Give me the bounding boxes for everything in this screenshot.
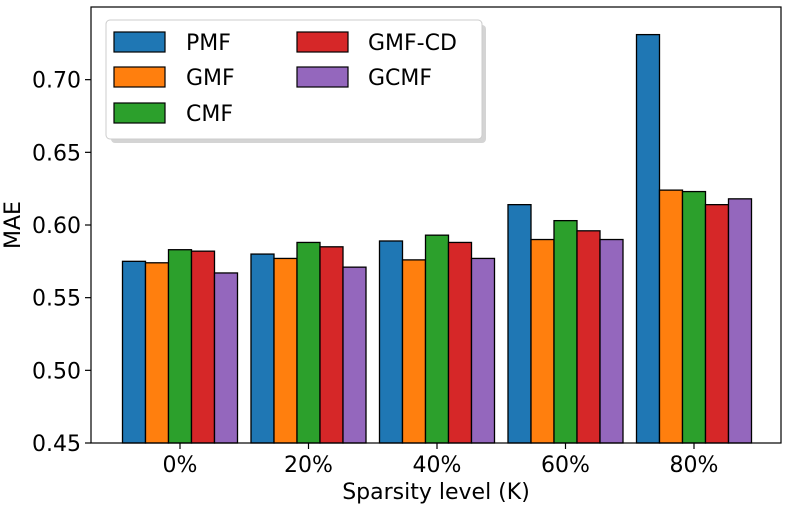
bar-gmf-1 bbox=[273, 257, 298, 444]
y-tick-label: 0.45 bbox=[32, 432, 81, 457]
x-tick-label: 60% bbox=[541, 453, 590, 478]
bar-gmf-3 bbox=[530, 238, 555, 444]
bar-cmf-1 bbox=[296, 241, 321, 444]
bar-gcmf-4 bbox=[727, 198, 753, 444]
bar-pmf-2 bbox=[378, 240, 404, 444]
legend-label-cmf: CMF bbox=[186, 102, 233, 127]
bar-gcmf-1 bbox=[342, 266, 367, 444]
legend-label-gmf: GMF bbox=[186, 66, 235, 91]
bar-cmf-0 bbox=[167, 249, 193, 444]
bar-gmf-cd-2 bbox=[447, 241, 473, 444]
bar-gmf-2 bbox=[401, 259, 427, 444]
y-tick-label: 0.55 bbox=[32, 287, 81, 312]
x-tick-label: 20% bbox=[284, 453, 333, 478]
x-tick-label: 0% bbox=[163, 453, 198, 478]
y-axis-title: MAE bbox=[1, 201, 26, 249]
y-tick-label: 0.60 bbox=[32, 214, 81, 239]
bar-pmf-3 bbox=[507, 203, 532, 444]
legend-swatch-cmf bbox=[113, 102, 166, 124]
legend: PMF GMF CMF GMF-CD GCMF bbox=[105, 19, 486, 143]
bar-gmf-4 bbox=[658, 189, 684, 444]
legend-swatch-gmf bbox=[113, 66, 166, 88]
bar-gmf-0 bbox=[144, 262, 170, 444]
bars-layer bbox=[121, 33, 753, 444]
bar-pmf-4 bbox=[635, 33, 661, 444]
y-tick-label: 0.65 bbox=[32, 141, 81, 166]
legend-swatch-gmf-cd bbox=[296, 31, 349, 53]
legend-label-pmf: PMF bbox=[186, 31, 231, 56]
bar-gmf-cd-1 bbox=[319, 246, 344, 444]
y-axis: 0.45 0.50 0.55 0.60 0.65 0.70 bbox=[32, 69, 91, 457]
bar-gmf-cd-0 bbox=[190, 250, 216, 444]
bar-cmf-2 bbox=[424, 234, 450, 444]
x-tick-label: 80% bbox=[670, 453, 719, 478]
bar-gcmf-3 bbox=[599, 238, 624, 444]
legend-label-gmf-cd: GMF-CD bbox=[368, 31, 457, 56]
bar-pmf-0 bbox=[121, 260, 147, 444]
legend-box bbox=[105, 19, 483, 140]
legend-label-gcmf: GCMF bbox=[368, 66, 432, 91]
y-tick-label: 0.50 bbox=[32, 359, 81, 384]
x-axis-title: Sparsity level (K) bbox=[342, 480, 530, 505]
x-tick-label: 40% bbox=[413, 453, 462, 478]
bar-pmf-1 bbox=[250, 253, 275, 444]
bar-gmf-cd-3 bbox=[576, 230, 601, 444]
bar-gcmf-0 bbox=[213, 272, 239, 444]
y-tick-label: 0.70 bbox=[32, 69, 81, 94]
bar-cmf-3 bbox=[553, 219, 578, 444]
bar-gmf-cd-4 bbox=[704, 203, 730, 444]
x-axis: 0% 20% 40% 60% 80% bbox=[163, 443, 719, 478]
bar-gcmf-2 bbox=[470, 257, 496, 444]
legend-swatch-pmf bbox=[113, 31, 166, 53]
bar-cmf-4 bbox=[681, 190, 707, 444]
legend-swatch-gcmf bbox=[296, 66, 349, 88]
